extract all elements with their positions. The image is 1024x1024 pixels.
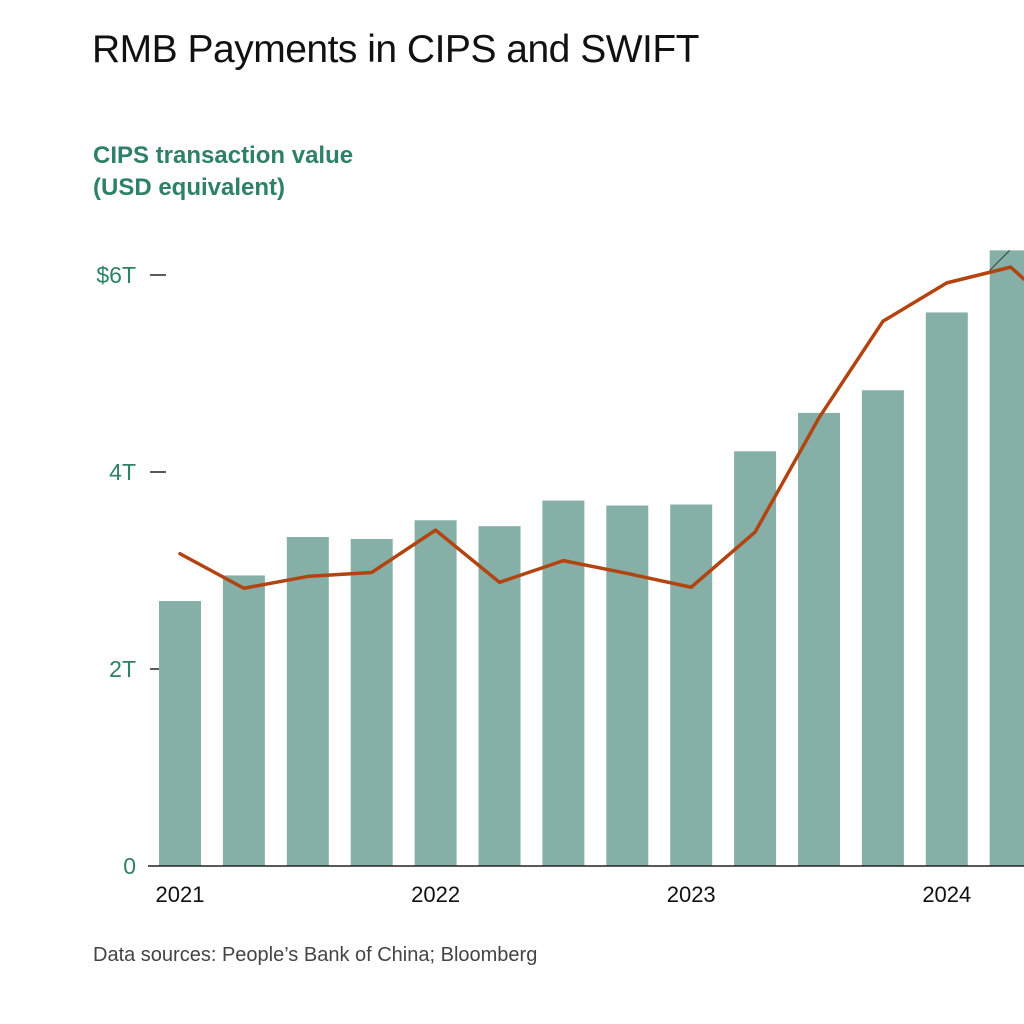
bar [414, 520, 457, 866]
line-point [306, 574, 310, 578]
line-point [817, 416, 821, 420]
line-point [242, 586, 246, 590]
line-point [753, 530, 757, 534]
hatch-line [989, 249, 1011, 271]
bar [606, 505, 649, 866]
line-point [498, 580, 501, 584]
line-point [1009, 265, 1013, 269]
bar [222, 575, 265, 866]
bar [925, 312, 968, 866]
line-point [945, 281, 949, 285]
line-point [625, 571, 629, 575]
line-point [881, 319, 885, 323]
y-axis-title-line-2: (USD equivalent) [93, 174, 286, 201]
line-point [370, 570, 374, 574]
x-tick-label: 2023 [667, 882, 716, 907]
bar [798, 412, 840, 866]
bar [286, 537, 329, 866]
x-axis: 2021 2022 2023 2024 [148, 865, 1024, 907]
bar [734, 451, 777, 866]
line-series [178, 265, 1024, 590]
line-point [434, 528, 438, 532]
y-axis-title: CIPS transaction value (USD equivalent) [93, 140, 353, 204]
x-tick-label: 2022 [411, 882, 460, 907]
bar [350, 538, 393, 866]
bar [670, 504, 713, 866]
bar [861, 390, 904, 866]
y-tick-label: 4T [109, 459, 136, 485]
x-tick-label: 2021 [156, 882, 205, 907]
x-tick-label: 2024 [922, 882, 971, 907]
bar [989, 250, 1024, 866]
y-tick-label: 2T [109, 656, 136, 682]
line-point [561, 559, 565, 563]
data-source-note: Data sources: People’s Bank of China; Bl… [93, 944, 538, 966]
line-point [689, 585, 693, 589]
line-point [178, 552, 182, 556]
y-axis: 0 2T 4T $6T [96, 262, 166, 879]
y-tick-label: 0 [123, 853, 136, 879]
bar [159, 601, 201, 866]
estimate-hatch [989, 249, 1011, 271]
y-axis-title-line-1: CIPS transaction value [93, 142, 354, 169]
bar [542, 500, 585, 866]
y-tick-label: $6T [96, 262, 136, 288]
chart-title: RMB Payments in CIPS and SWIFT [92, 28, 700, 71]
bar-series [159, 250, 1024, 866]
